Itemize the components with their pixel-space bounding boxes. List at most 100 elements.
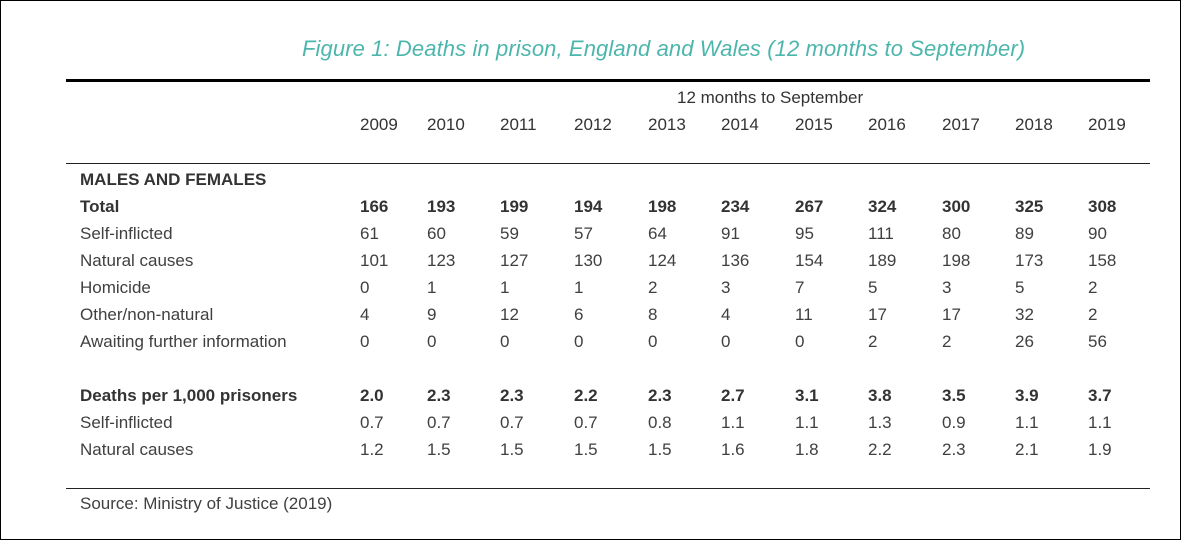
figure-title: Figure 1: Deaths in prison, England and …: [302, 36, 1026, 61]
table-cell: 158: [1088, 251, 1117, 270]
table-cell: 5: [868, 278, 878, 297]
table-cell: 1.2: [360, 440, 384, 459]
table-cell: 1.3: [868, 413, 892, 432]
table-cell: 32: [1015, 305, 1034, 324]
table-cell: 57: [574, 224, 593, 243]
table-cell: 123: [427, 251, 456, 270]
table-cell: 17: [868, 305, 887, 324]
table-cell: 198: [648, 197, 677, 216]
table-cell: 8: [648, 305, 658, 324]
table-cell: 193: [427, 197, 456, 216]
table-cell: 101: [360, 251, 389, 270]
table-cell: 0.7: [574, 413, 598, 432]
table-cell: 2.2: [868, 440, 892, 459]
table-cell: 2.7: [721, 386, 745, 405]
table-cell: 189: [868, 251, 897, 270]
row-label: Natural causes: [80, 251, 194, 270]
table-cell: 61: [360, 224, 379, 243]
table-cell: 2: [868, 332, 878, 351]
row-label: Natural causes: [80, 440, 194, 459]
table-cell: 2: [1088, 305, 1098, 324]
table-cell: 154: [795, 251, 824, 270]
table-cell: 12: [500, 305, 519, 324]
year-header: 2014: [721, 115, 759, 134]
table-cell: 2.3: [942, 440, 966, 459]
table-cell: 0.7: [427, 413, 451, 432]
table-cell: 194: [574, 197, 603, 216]
table-cell: 324: [868, 197, 897, 216]
year-header: 2019: [1088, 115, 1126, 134]
table-cell: 127: [500, 251, 529, 270]
table-cell: 0: [795, 332, 805, 351]
table-cell: 2: [1088, 278, 1098, 297]
table-cell: 80: [942, 224, 961, 243]
table-cell: 111: [868, 224, 894, 243]
row-label: Other/non-natural: [80, 305, 214, 324]
table-cell: 0: [574, 332, 584, 351]
year-header: 2011: [500, 115, 537, 134]
header-rule: [66, 163, 1150, 164]
table-cell: 1: [427, 278, 437, 297]
table-cell: 2.3: [648, 386, 672, 405]
table-cell: 4: [360, 305, 370, 324]
table-cell: 5: [1015, 278, 1025, 297]
table-cell: 1.1: [1088, 413, 1112, 432]
table-cell: 1: [500, 278, 510, 297]
table-cell: 17: [942, 305, 961, 324]
row-label: Self-inflicted: [80, 413, 173, 432]
table-cell: 267: [795, 197, 824, 216]
table-cell: 6: [574, 305, 584, 324]
table-cell: 199: [500, 197, 529, 216]
table-cell: 2.2: [574, 386, 598, 405]
table-cell: 3.8: [868, 386, 892, 405]
table-cell: 1.5: [500, 440, 524, 459]
table-cell: 234: [721, 197, 750, 216]
row-label: Awaiting further information: [80, 332, 287, 351]
table-cell: 1.5: [574, 440, 598, 459]
year-header: 2012: [574, 115, 612, 134]
table-cell: 325: [1015, 197, 1044, 216]
table-cell: 60: [427, 224, 446, 243]
table-cell: 124: [648, 251, 677, 270]
table-cell: 198: [942, 251, 971, 270]
table-cell: 2.3: [500, 386, 524, 405]
table-cell: 1: [574, 278, 584, 297]
table-cell: 0: [427, 332, 437, 351]
table-cell: 1.1: [1015, 413, 1039, 432]
table-cell: 0: [648, 332, 658, 351]
table-cell: 0: [721, 332, 731, 351]
table-cell: 1.5: [648, 440, 672, 459]
table-cell: 3: [942, 278, 952, 297]
year-header: 2016: [868, 115, 906, 134]
table-cell: 26: [1015, 332, 1034, 351]
row-label: Self-inflicted: [80, 224, 173, 243]
table-cell: 1.1: [795, 413, 819, 432]
table-cell: 0.9: [942, 413, 966, 432]
table-cell: 0: [360, 332, 370, 351]
table-cell: 59: [500, 224, 519, 243]
year-header: 2013: [648, 115, 686, 134]
table-cell: 3.7: [1088, 386, 1112, 405]
table-cell: 136: [721, 251, 750, 270]
table-cell: 3.1: [795, 386, 819, 405]
table-cell: 64: [648, 224, 667, 243]
table-cell: 3: [721, 278, 731, 297]
year-header: 2017: [942, 115, 980, 134]
table-cell: 2.1: [1015, 440, 1039, 459]
table-cell: 308: [1088, 197, 1117, 216]
table-cell: 300: [942, 197, 971, 216]
table-cell: 0.8: [648, 413, 672, 432]
table-cell: 166: [360, 197, 389, 216]
year-header: 2010: [427, 115, 465, 134]
table-cell: 11: [795, 305, 813, 324]
table-cell: 0: [500, 332, 510, 351]
table-cell: 2: [648, 278, 658, 297]
year-header: 2009: [360, 115, 398, 134]
table-cell: 90: [1088, 224, 1107, 243]
source-note: Source: Ministry of Justice (2019): [80, 494, 333, 513]
table-cell: 2: [942, 332, 952, 351]
table-cell: 0.7: [360, 413, 384, 432]
section-label: MALES AND FEMALES: [80, 170, 267, 189]
year-header: 2018: [1015, 115, 1053, 134]
row-label: Deaths per 1,000 prisoners: [80, 386, 298, 405]
